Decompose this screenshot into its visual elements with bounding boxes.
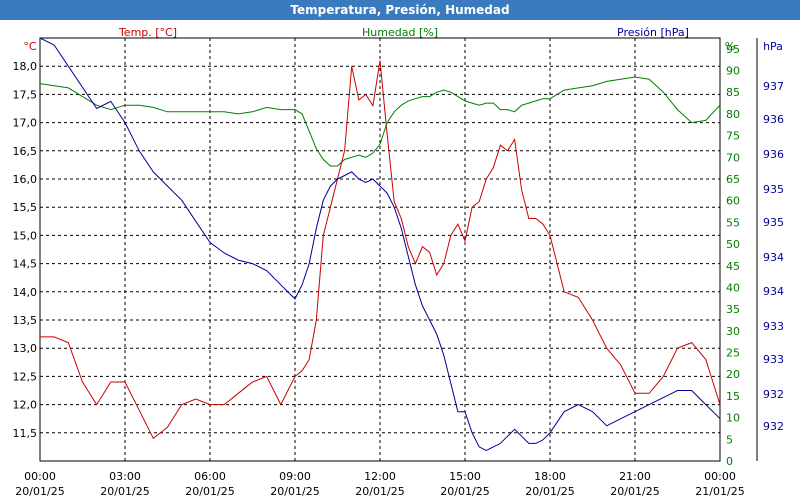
hum-tick-label: 15 xyxy=(726,390,740,403)
x-tick-date: 20/01/25 xyxy=(100,485,149,498)
hum-unit-label: % xyxy=(725,40,735,53)
pres-axis-label: Presión [hPa] xyxy=(617,26,689,39)
pres-tick-label: 933 xyxy=(763,353,784,366)
temp-tick-label: 12,0 xyxy=(13,399,38,412)
axis-ticks: 11,5 12,0 12,5 13,0 13,5 14,0 14,5 15,0 15,5 16,0… xyxy=(13,43,785,498)
x-tick-time: 00:00 xyxy=(704,470,736,483)
temp-tick-label: 14,0 xyxy=(13,286,38,299)
pres-tick-label: 934 xyxy=(763,251,784,264)
x-tick-date: 20/01/25 xyxy=(440,485,489,498)
humidity-line xyxy=(39,76,721,167)
hum-tick-label: 80 xyxy=(726,108,740,121)
hum-tick-label: 20 xyxy=(726,368,740,381)
x-tick-date: 21/01/25 xyxy=(695,485,744,498)
temp-tick-label: 15,0 xyxy=(13,229,38,242)
temp-tick-label: 18,0 xyxy=(13,60,38,73)
x-tick-time: 21:00 xyxy=(619,470,651,483)
x-tick-date: 20/01/25 xyxy=(355,485,404,498)
temp-axis-label: Temp. [°C] xyxy=(118,26,177,39)
hum-tick-label: 90 xyxy=(726,65,740,78)
pres-tick-label: 934 xyxy=(763,285,784,298)
pres-tick-label: 937 xyxy=(763,80,784,93)
x-tick-time: 15:00 xyxy=(449,470,481,483)
temp-tick-label: 13,5 xyxy=(13,314,38,327)
x-tick-date: 20/01/25 xyxy=(610,485,659,498)
grid xyxy=(39,37,758,462)
temp-tick-label: 12,5 xyxy=(13,370,38,383)
temp-tick-label: 14,5 xyxy=(13,258,38,271)
hum-tick-label: 10 xyxy=(726,412,740,425)
hum-tick-label: 70 xyxy=(726,151,740,164)
title-bar: Temperatura, Presión, Humedad xyxy=(0,0,800,20)
pres-tick-label: 935 xyxy=(763,183,784,196)
x-tick-time: 00:00 xyxy=(24,470,56,483)
temp-tick-label: 11,5 xyxy=(13,427,38,440)
hum-tick-label: 5 xyxy=(726,433,733,446)
x-tick-time: 12:00 xyxy=(364,470,396,483)
x-tick-time: 06:00 xyxy=(194,470,226,483)
temperature-line xyxy=(40,60,721,440)
x-tick-date: 20/01/25 xyxy=(15,485,64,498)
hum-tick-label: 65 xyxy=(726,173,740,186)
x-tick-time: 18:00 xyxy=(534,470,566,483)
x-tick-time: 09:00 xyxy=(279,470,311,483)
temp-tick-label: 17,5 xyxy=(13,88,38,101)
temp-tick-label: 16,0 xyxy=(13,173,38,186)
hum-tick-label: 50 xyxy=(726,238,740,251)
hum-tick-label: 0 xyxy=(726,455,733,468)
x-tick-date: 20/01/25 xyxy=(525,485,574,498)
hum-tick-label: 75 xyxy=(726,130,740,143)
pres-tick-label: 936 xyxy=(763,113,784,126)
pressure-line xyxy=(39,37,721,451)
series-lines xyxy=(39,37,721,451)
hum-tick-label: 30 xyxy=(726,325,740,338)
temp-tick-label: 13,0 xyxy=(13,342,38,355)
hum-tick-label: 85 xyxy=(726,86,740,99)
hum-tick-label: 25 xyxy=(726,347,740,360)
chart-background xyxy=(0,20,800,500)
x-tick-date: 20/01/25 xyxy=(185,485,234,498)
temp-tick-label: 15,5 xyxy=(13,201,38,214)
pres-tick-label: 932 xyxy=(763,420,784,433)
x-tick-time: 03:00 xyxy=(109,470,141,483)
chart-title: Temperatura, Presión, Humedad xyxy=(290,3,510,17)
temp-tick-label: 16,5 xyxy=(13,145,38,158)
pres-tick-label: 936 xyxy=(763,148,784,161)
pres-tick-label: 933 xyxy=(763,320,784,333)
hum-tick-label: 60 xyxy=(726,195,740,208)
hum-tick-label: 45 xyxy=(726,260,740,273)
temp-unit-label: °C xyxy=(23,40,37,53)
hum-tick-label: 40 xyxy=(726,281,740,294)
hum-tick-label: 95 xyxy=(726,43,740,56)
hum-tick-label: 35 xyxy=(726,303,740,316)
pres-unit-label: hPa xyxy=(763,40,783,53)
pres-tick-label: 935 xyxy=(763,216,784,229)
hum-tick-label: 55 xyxy=(726,216,740,229)
x-tick-date: 20/01/25 xyxy=(270,485,319,498)
hum-axis-label: Humedad [%] xyxy=(362,26,438,39)
pres-tick-label: 932 xyxy=(763,388,784,401)
temp-tick-label: 17,0 xyxy=(13,117,38,130)
